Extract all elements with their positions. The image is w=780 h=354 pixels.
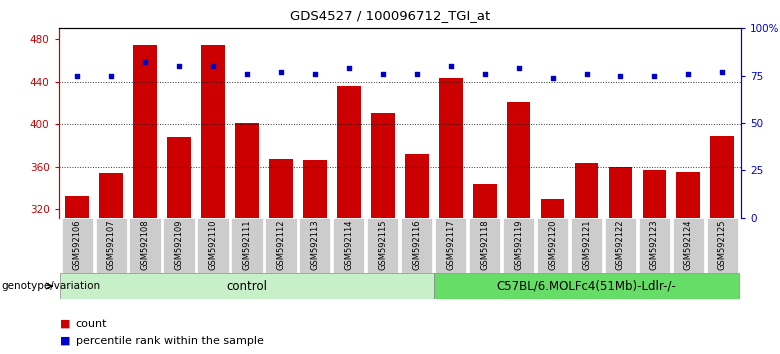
Bar (439, 78, 463, 218)
Bar (95, 218, 126, 273)
Text: GSM592106: GSM592106 (73, 219, 82, 270)
Bar (300, 218, 331, 273)
Point (71, 73, 83, 79)
Point (377, 71, 389, 76)
Bar (435, 218, 466, 273)
Text: GSM592119: GSM592119 (514, 219, 523, 270)
Bar (303, 160, 327, 218)
Point (648, 73, 661, 79)
Bar (367, 218, 399, 273)
Bar (133, 45, 157, 218)
Text: GSM592107: GSM592107 (107, 219, 115, 270)
Text: GSM592110: GSM592110 (208, 219, 218, 270)
Bar (608, 167, 633, 218)
Bar (643, 170, 666, 218)
Point (682, 71, 695, 76)
Bar (503, 218, 534, 273)
Bar (604, 218, 636, 273)
Bar (571, 218, 602, 273)
Bar (129, 218, 161, 273)
Text: ■: ■ (60, 319, 70, 329)
Point (614, 73, 626, 79)
Text: GSM592121: GSM592121 (582, 219, 591, 270)
Text: GSM592109: GSM592109 (175, 219, 183, 270)
Bar (337, 86, 360, 218)
Point (139, 59, 151, 65)
Text: ■: ■ (60, 336, 70, 346)
Text: control: control (226, 280, 268, 293)
Point (716, 69, 729, 75)
Bar (707, 218, 738, 273)
Bar (434, 273, 739, 299)
Text: C57BL/6.MOLFc4(51Mb)-Ldlr-/-: C57BL/6.MOLFc4(51Mb)-Ldlr-/- (497, 280, 676, 293)
Text: GSM592108: GSM592108 (140, 219, 150, 270)
Bar (197, 218, 229, 273)
Text: GSM592116: GSM592116 (412, 219, 421, 270)
Text: GSM592114: GSM592114 (344, 219, 353, 270)
Text: genotype/variation: genotype/variation (2, 281, 101, 291)
Text: GSM592122: GSM592122 (616, 219, 625, 270)
Bar (66, 196, 89, 218)
Text: GSM592123: GSM592123 (650, 219, 659, 270)
Text: GSM592120: GSM592120 (548, 219, 557, 270)
Point (478, 71, 491, 76)
Point (309, 71, 321, 76)
Bar (269, 159, 292, 218)
Text: GSM592112: GSM592112 (276, 219, 285, 270)
Bar (537, 218, 568, 273)
Point (105, 73, 117, 79)
Bar (639, 218, 670, 273)
Bar (232, 218, 263, 273)
Point (445, 63, 457, 69)
Bar (62, 218, 93, 273)
Bar (711, 136, 734, 218)
Text: GSM592111: GSM592111 (243, 219, 251, 270)
Text: GSM592125: GSM592125 (718, 219, 727, 270)
Bar (401, 218, 432, 273)
Bar (473, 184, 497, 218)
Point (275, 69, 287, 75)
Bar (676, 172, 700, 218)
Bar (405, 154, 429, 218)
Text: percentile rank within the sample: percentile rank within the sample (76, 336, 264, 346)
Bar (370, 113, 395, 218)
Bar (265, 218, 296, 273)
Text: GSM592115: GSM592115 (378, 219, 388, 270)
Bar (167, 137, 191, 218)
Point (173, 63, 186, 69)
Bar (469, 218, 500, 273)
Text: GSM592118: GSM592118 (480, 219, 489, 270)
Text: GDS4527 / 100096712_TGI_at: GDS4527 / 100096712_TGI_at (290, 9, 490, 22)
Bar (164, 218, 195, 273)
Point (207, 63, 219, 69)
Text: GSM592124: GSM592124 (684, 219, 693, 270)
Text: count: count (76, 319, 107, 329)
Text: GSM592117: GSM592117 (446, 219, 456, 270)
Bar (333, 218, 364, 273)
Bar (575, 164, 598, 218)
Point (241, 71, 254, 76)
Bar (201, 45, 225, 218)
Point (546, 75, 558, 80)
Point (512, 65, 525, 71)
Bar (99, 173, 123, 218)
Bar (507, 102, 530, 218)
Bar (541, 199, 565, 218)
Bar (235, 123, 259, 218)
Bar (60, 273, 434, 299)
Text: GSM592113: GSM592113 (310, 219, 319, 270)
Bar (672, 218, 704, 273)
Point (342, 65, 355, 71)
Point (410, 71, 423, 76)
Point (580, 71, 593, 76)
